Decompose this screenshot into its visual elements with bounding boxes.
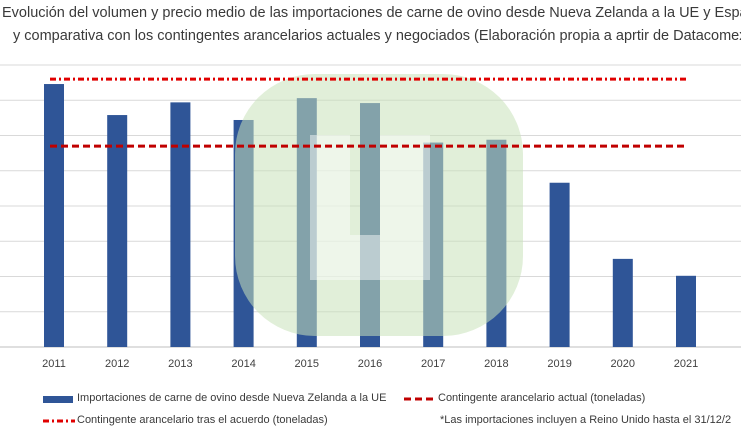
legend-label-new-quota: Contingente arancelario tras el acuerdo … — [77, 414, 328, 426]
bar-2020 — [612, 258, 633, 347]
legend-swatch-imports — [43, 396, 73, 403]
bar-2012 — [107, 115, 128, 348]
bar-2011 — [44, 84, 64, 347]
x-tick-label-2013: 2013 — [168, 358, 192, 370]
legend-swatch-new-quota — [43, 419, 75, 423]
x-tick-label-2015: 2015 — [295, 358, 319, 370]
legend-label-imports: Importaciones de carne de ovino desde Nu… — [77, 392, 387, 404]
x-tick-label-2019: 2019 — [547, 358, 571, 370]
x-tick-label-2016: 2016 — [358, 358, 382, 370]
chart-title-line-1: Evolución del volumen y precio medio de … — [2, 5, 741, 21]
x-tick-label-2020: 2020 — [611, 358, 635, 370]
chart-title-line-2: y comparativa con los contingentes aranc… — [13, 28, 741, 44]
x-tick-label-2018: 2018 — [484, 358, 508, 370]
legend-swatch-current-quota — [404, 397, 434, 401]
bar-2021 — [676, 275, 696, 347]
x-tick-label-2012: 2012 — [105, 358, 129, 370]
x-tick-label-2017: 2017 — [421, 358, 445, 370]
x-tick-label-2014: 2014 — [231, 358, 255, 370]
watermark-logo — [235, 74, 523, 336]
footnote: *Las importaciones incluyen a Reino Unid… — [440, 414, 732, 426]
bar-2013 — [170, 102, 191, 348]
x-tick-label-2011: 2011 — [42, 358, 66, 370]
legend-label-current-quota: Contingente arancelario actual (tonelada… — [438, 392, 646, 404]
x-axis-tick-labels: 2011 2012 2013 2014 2015 2016 2017 2018 2019 2020… — [42, 358, 698, 370]
bar-2019 — [549, 182, 570, 347]
quota-lines — [50, 77, 688, 148]
x-tick-label-2021: 2021 — [674, 358, 698, 370]
